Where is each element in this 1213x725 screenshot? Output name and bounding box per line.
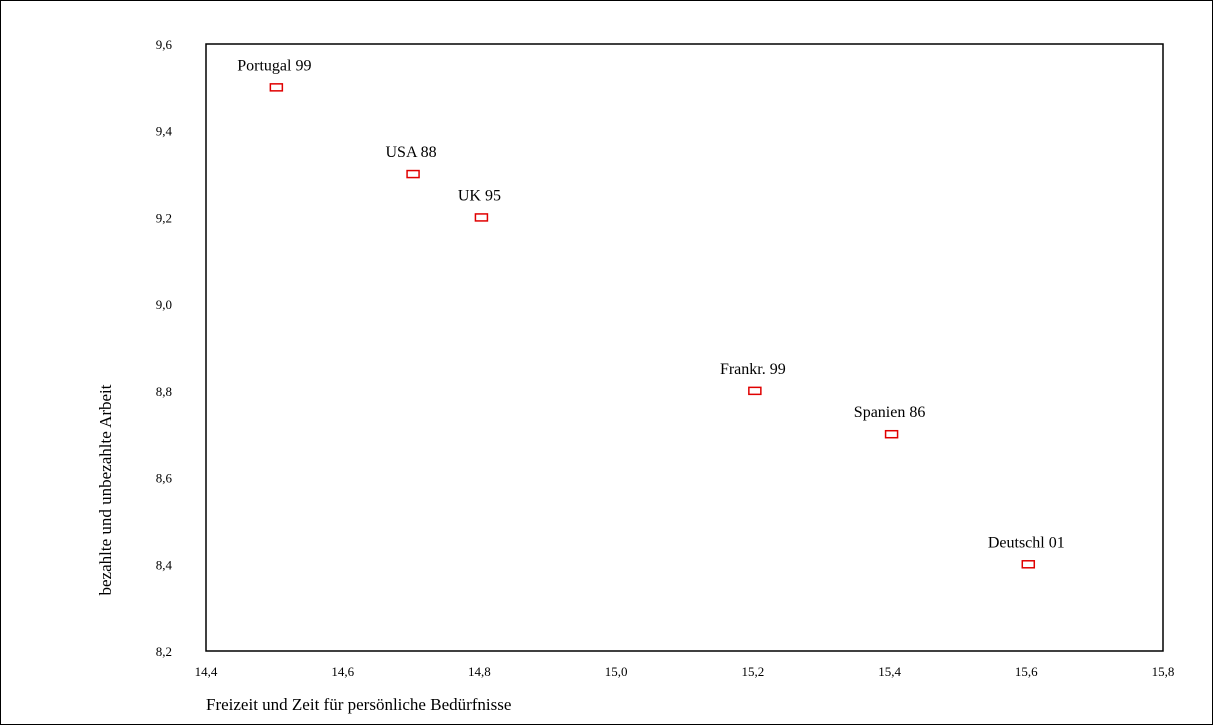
x-tick-label: 14,8 <box>468 664 491 679</box>
y-tick-label: 8,2 <box>156 644 172 659</box>
plot-area <box>205 43 1164 652</box>
data-points: Portugal 99 USA 88 UK 95 Frankr. 99 Spanien … <box>237 57 1065 569</box>
y-tick-label: 9,4 <box>156 124 173 139</box>
x-axis-label: Freizeit und Zeit für persönliche Bedürf… <box>206 695 511 714</box>
y-axis-ticks: 8,2 8,4 8,6 8,8 9,0 9,2 9,4 9,6 <box>156 37 173 659</box>
data-point-label: Portugal 99 <box>237 57 311 74</box>
data-point-marker <box>748 386 762 396</box>
y-tick-label: 8,6 <box>156 471 173 486</box>
x-tick-label: 14,4 <box>195 664 218 679</box>
y-tick-label: 9,0 <box>156 297 172 312</box>
data-point-label: Frankr. 99 <box>720 361 786 378</box>
data-point-label: USA 88 <box>386 144 437 161</box>
x-tick-label: 15,6 <box>1015 664 1038 679</box>
y-axis-label: bezahlte und unbezahlte Arbeit <box>96 384 115 595</box>
x-tick-label: 15,2 <box>741 664 764 679</box>
y-tick-label: 9,2 <box>156 210 172 225</box>
data-point-marker <box>474 213 489 222</box>
x-tick-label: 15,4 <box>878 664 901 679</box>
x-tick-label: 15,8 <box>1152 664 1175 679</box>
data-point-marker <box>269 83 284 92</box>
x-tick-label: 15,0 <box>605 664 628 679</box>
y-tick-label: 8,8 <box>156 384 172 399</box>
data-point-label: Deutschl 01 <box>988 534 1065 551</box>
data-point-label: Spanien 86 <box>854 404 926 421</box>
y-tick-label: 9,6 <box>156 37 173 52</box>
x-axis-ticks: 14,4 14,6 14,8 15,0 15,2 15,4 15,6 15,8 <box>195 664 1175 679</box>
data-point-label: UK 95 <box>458 187 501 204</box>
data-point-marker <box>406 169 420 179</box>
data-point-marker <box>884 429 899 439</box>
y-tick-label: 8,4 <box>156 557 173 572</box>
x-tick-label: 14,6 <box>331 664 354 679</box>
data-point-marker <box>1021 560 1036 569</box>
